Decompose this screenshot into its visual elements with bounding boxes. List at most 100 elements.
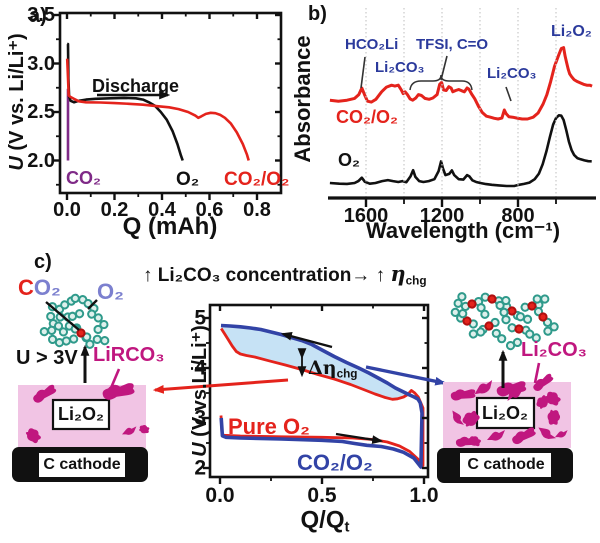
co2-molecule-2: [502, 301, 522, 321]
hco2li-peak-label: HCO₂Li: [345, 36, 399, 53]
lirco3-deposit-3: [122, 426, 137, 435]
delta-eta-symbol: Δη: [308, 357, 337, 379]
co2o2-cycle-curve-label: CO₂/O₂: [297, 450, 373, 475]
o2-molecule-12: [47, 334, 65, 348]
li2co3-deposit-14: [468, 436, 481, 447]
li2co3-deposit-9: [487, 430, 505, 441]
tfsi-peak-label: TFSI, C=O: [416, 36, 489, 53]
panel-a-plot: [58, 11, 283, 195]
li2co3-deposit-11: [538, 427, 557, 439]
panel-a-xtick-3: 0.6: [195, 199, 224, 221]
li2co3-deposit-4: [545, 391, 561, 406]
eta-symbol: η: [390, 261, 406, 286]
panel-b-trace-0: [329, 46, 593, 121]
delta-eta-annotation: Δηchg: [308, 359, 357, 380]
discharge-annotation: Discharge: [92, 76, 180, 96]
co2-molecule-4: [456, 313, 478, 329]
voltage-condition-label: U > 3V: [16, 347, 78, 369]
o2-trace-label: O₂: [338, 150, 360, 170]
panel-c-xtick-2: 1.0: [409, 484, 439, 507]
o2-molecule-15: [92, 334, 110, 346]
cathode-label-left: C cathode: [43, 456, 121, 473]
li2co3-deposit-13: [536, 395, 550, 409]
panel-b-xtick-2: 800: [501, 205, 535, 227]
o2-molecule-13: [61, 334, 79, 346]
o2-molecule-16: [450, 307, 468, 319]
co2o2-trace-label: CO₂/O₂: [336, 107, 398, 127]
o2-molecule-11: [532, 294, 550, 304]
panel-c-ytick-3: 5: [194, 306, 206, 330]
li2co3-right-peak-label: Li₂CO₃: [487, 65, 537, 82]
panel-a-xtick-0: 0.0: [53, 199, 81, 221]
right-cathode-schematic-li2o2-box: [475, 396, 536, 430]
panel-b-ylabel: Absorbance: [290, 35, 315, 163]
panel-b-xlabel: Wavelength (cm⁻¹): [365, 218, 561, 243]
panel-b-xtick-0: 1600: [343, 205, 389, 227]
o2-molecule-10: [515, 312, 533, 324]
panel-a-xtick-4: 0.8: [243, 199, 271, 221]
li2o2-box-label-right: Li₂O₂: [482, 403, 528, 423]
li2co3-deposit-6: [452, 410, 465, 425]
left-cathode-schematic: [12, 383, 150, 482]
lirco3-deposit-0: [33, 384, 57, 403]
li2o2-peak-label: Li₂O₂: [551, 23, 592, 40]
panel-b-letter: b): [308, 3, 327, 25]
panel-c-ytick-1: 3: [194, 406, 206, 430]
panel-b-xtick-1: 1200: [419, 205, 465, 227]
panel-c-xlabel-sub: t: [344, 519, 350, 536]
panel-c-xtick-1: 0.5: [307, 484, 337, 507]
panel-c-letter: c): [34, 251, 52, 273]
o2-molecule-11: [93, 319, 109, 335]
li2co3-deposit-7: [462, 410, 480, 427]
co2-gas-label-c: C: [18, 275, 34, 300]
panel-c-ytick-2: 4: [194, 356, 206, 380]
co2-gas-label-o2: O₂: [33, 275, 61, 300]
panel-a-letter: a): [29, 5, 47, 27]
left-cathode-schematic-li2o2-box: [51, 398, 111, 431]
co2-curve-label: CO₂: [66, 168, 101, 188]
pure-o2-curve-label: Pure O₂: [228, 414, 310, 439]
li2co3-deposit-5: [533, 373, 554, 391]
panel-a-ytick-1: 2.5: [27, 101, 55, 123]
o2-molecule-12: [468, 327, 486, 339]
li2co3-deposit-12: [547, 409, 561, 425]
o2-molecule-18: [499, 307, 511, 325]
left-cathode-schematic-cathode-labelbox: [37, 451, 127, 479]
li2co3-left-peak-label: Li₂CO₃: [375, 59, 425, 76]
lirco3-label: LiRCO₃: [93, 344, 165, 366]
panel-c-title: ↑ Li₂CO₃ concentration→ ↑ ηchg: [143, 263, 427, 287]
panel-a-ylabel: U (V vs. Li/Li⁺): [6, 33, 28, 171]
li2co3-deposit-10: [512, 427, 536, 445]
li2co3-deposit-1: [474, 379, 493, 395]
lirco3-deposit-2: [25, 428, 41, 444]
panel-c-xlabel: Q/Qt: [301, 508, 350, 535]
li2co3-deposit-15: [555, 430, 568, 438]
co2-gas-label: CO₂: [18, 277, 61, 299]
delta-eta-shaded-region: [221, 325, 410, 400]
panel-a-ytick-0: 2.0: [27, 149, 55, 172]
co2o2-curve-label: CO₂/O₂: [224, 169, 290, 190]
right-cathode-schematic: [437, 373, 573, 483]
li2co3-deposit-3: [507, 388, 524, 402]
o2-curve-label: O₂: [176, 169, 200, 190]
right-gas-cloud: [450, 292, 559, 351]
panel-a-ylabel-rest: (V vs. Li/Li⁺): [6, 33, 28, 157]
panel-a-ytick-3: 3.5: [27, 4, 55, 26]
panel-c-ytick-0: 2: [194, 456, 206, 480]
panel-a-series-2: [65, 58, 250, 161]
o2-molecule-13: [491, 328, 507, 344]
co2-molecule-16: [70, 324, 92, 342]
delta-eta-subscript: chg: [336, 367, 358, 381]
panel-a-ylabel-u: U: [6, 156, 28, 171]
cathode-label-right: C cathode: [467, 456, 545, 473]
o2-molecule-8: [39, 325, 57, 337]
li2o2-box-label-left: Li₂O₂: [58, 404, 104, 424]
o2-molecule-15: [525, 329, 541, 343]
o2-molecule-19: [453, 292, 467, 308]
panel-a-xtick-1: 0.2: [100, 199, 129, 221]
o2-molecule-7: [87, 309, 103, 323]
panel-c-title-main: ↑ Li₂CO₃ concentration→ ↑: [143, 265, 391, 286]
panel-a-xtick-2: 0.4: [148, 199, 176, 221]
panel-c-xlabel-main: Q/Q: [300, 506, 345, 534]
